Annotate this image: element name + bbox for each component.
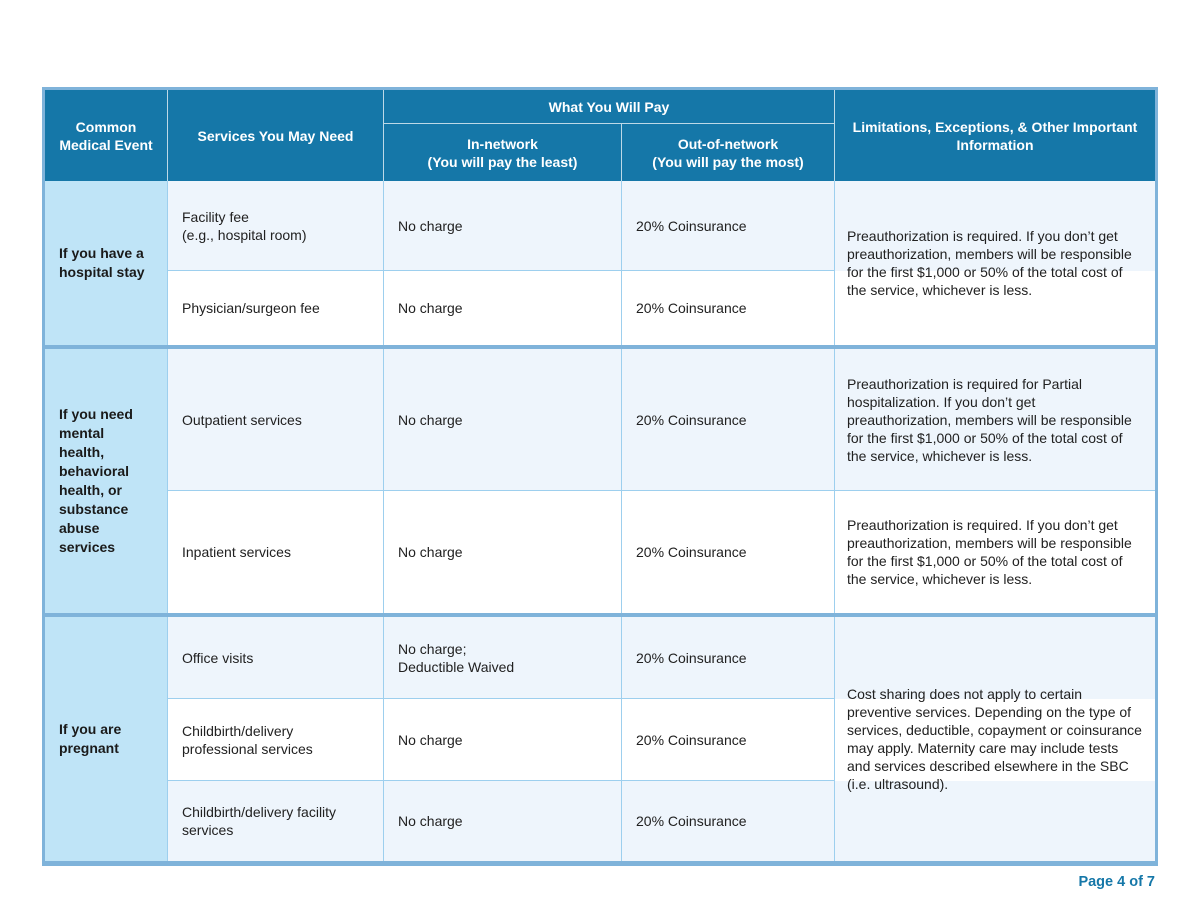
header-out-of-network: Out-of-network (You will pay the most) — [622, 124, 835, 181]
group-separator — [45, 345, 1155, 349]
header-services-you-may-need: Services You May Need — [168, 90, 384, 181]
event-mental-health: If you need mental health, behavioral he… — [45, 349, 168, 613]
out-of-network-inpatient: 20% Coinsurance — [622, 491, 835, 613]
group-separator — [45, 613, 1155, 617]
service-childbirth-facility: Childbirth/delivery facility services — [168, 781, 384, 861]
in-network-inpatient: No charge — [384, 491, 622, 613]
limitations-mental-health-inpatient: Preauthorization is required. If you don… — [835, 491, 1155, 613]
out-of-network-facility-fee: 20% Coinsurance — [622, 181, 835, 271]
in-network-facility-fee: No charge — [384, 181, 622, 271]
out-of-network-childbirth-professional: 20% Coinsurance — [622, 699, 835, 781]
limitations-mental-health-outpatient: Preauthorization is required for Partial… — [835, 349, 1155, 491]
service-inpatient: Inpatient services — [168, 491, 384, 613]
service-outpatient: Outpatient services — [168, 349, 384, 491]
in-network-physician-surgeon-fee: No charge — [384, 271, 622, 345]
out-of-network-office-visits: 20% Coinsurance — [622, 617, 835, 699]
in-network-outpatient: No charge — [384, 349, 622, 491]
out-of-network-outpatient: 20% Coinsurance — [622, 349, 835, 491]
out-of-network-physician-surgeon-fee: 20% Coinsurance — [622, 271, 835, 345]
out-of-network-childbirth-facility: 20% Coinsurance — [622, 781, 835, 861]
header-in-network: In-network (You will pay the least) — [384, 124, 622, 181]
page-number: Page 4 of 7 — [1078, 874, 1155, 890]
service-physician-surgeon-fee: Physician/surgeon fee — [168, 271, 384, 345]
event-hospital-stay: If you have a hospital stay — [45, 181, 168, 345]
in-network-childbirth-professional: No charge — [384, 699, 622, 781]
limitations-pregnancy: Cost sharing does not apply to certain p… — [835, 617, 1155, 861]
header-common-medical-event: Common Medical Event — [45, 90, 168, 181]
service-childbirth-professional: Childbirth/delivery professional service… — [168, 699, 384, 781]
benefits-table: Common Medical Event Services You May Ne… — [42, 87, 1158, 866]
service-office-visits: Office visits — [168, 617, 384, 699]
limitations-hospital-stay: Preauthorization is required. If you don… — [835, 181, 1155, 345]
service-facility-fee: Facility fee (e.g., hospital room) — [168, 181, 384, 271]
in-network-office-visits: No charge; Deductible Waived — [384, 617, 622, 699]
header-what-you-will-pay: What You Will Pay — [384, 90, 835, 124]
header-limitations: Limitations, Exceptions, & Other Importa… — [835, 90, 1155, 181]
event-pregnant: If you are pregnant — [45, 617, 168, 861]
in-network-childbirth-facility: No charge — [384, 781, 622, 861]
